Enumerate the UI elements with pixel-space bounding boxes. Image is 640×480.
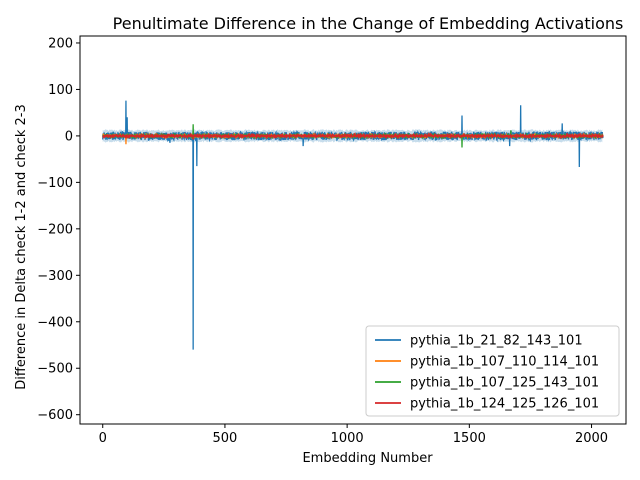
legend-label-1: pythia_1b_107_110_114_101 bbox=[410, 355, 599, 370]
legend-label-3: pythia_1b_124_125_126_101 bbox=[410, 397, 599, 412]
x-axis: 0 500 1000 1500 2000 bbox=[99, 424, 608, 446]
y-tick-label--500: −500 bbox=[37, 362, 73, 377]
legend: pythia_1b_21_82_143_101 pythia_1b_107_110… bbox=[365, 325, 620, 417]
x-tick-label-0: 0 bbox=[99, 431, 107, 446]
plot-frame bbox=[79, 35, 627, 425]
plot-area bbox=[102, 100, 604, 350]
y-axis: 200 100 0 −100 −200 −300 −400 −500 −600 bbox=[37, 36, 80, 423]
x-tick-label-500: 500 bbox=[213, 431, 238, 446]
y-axis-label: Difference in Delta check 1-2 and check … bbox=[14, 104, 29, 390]
series-line-3 bbox=[102, 132, 604, 140]
legend-box bbox=[365, 325, 620, 417]
x-tick-label-1000: 1000 bbox=[331, 431, 364, 446]
y-tick-label--100: −100 bbox=[37, 176, 73, 191]
y-tick-label--200: −200 bbox=[37, 222, 73, 237]
x-tick-label-2000: 2000 bbox=[575, 431, 608, 446]
y-tick-label--400: −400 bbox=[37, 315, 73, 330]
y-tick-label-200: 200 bbox=[48, 36, 73, 51]
y-tick-label--300: −300 bbox=[37, 269, 73, 284]
x-axis-label: Embedding Number bbox=[302, 451, 433, 466]
legend-label-0: pythia_1b_21_82_143_101 bbox=[410, 334, 583, 349]
chart-title: Penultimate Difference in the Change of … bbox=[113, 14, 624, 33]
y-tick-label-100: 100 bbox=[48, 83, 73, 98]
x-tick-label-1500: 1500 bbox=[453, 431, 486, 446]
legend-label-2: pythia_1b_107_125_143_101 bbox=[410, 376, 599, 391]
y-tick-label--600: −600 bbox=[37, 408, 73, 423]
y-tick-label-0: 0 bbox=[65, 129, 73, 144]
